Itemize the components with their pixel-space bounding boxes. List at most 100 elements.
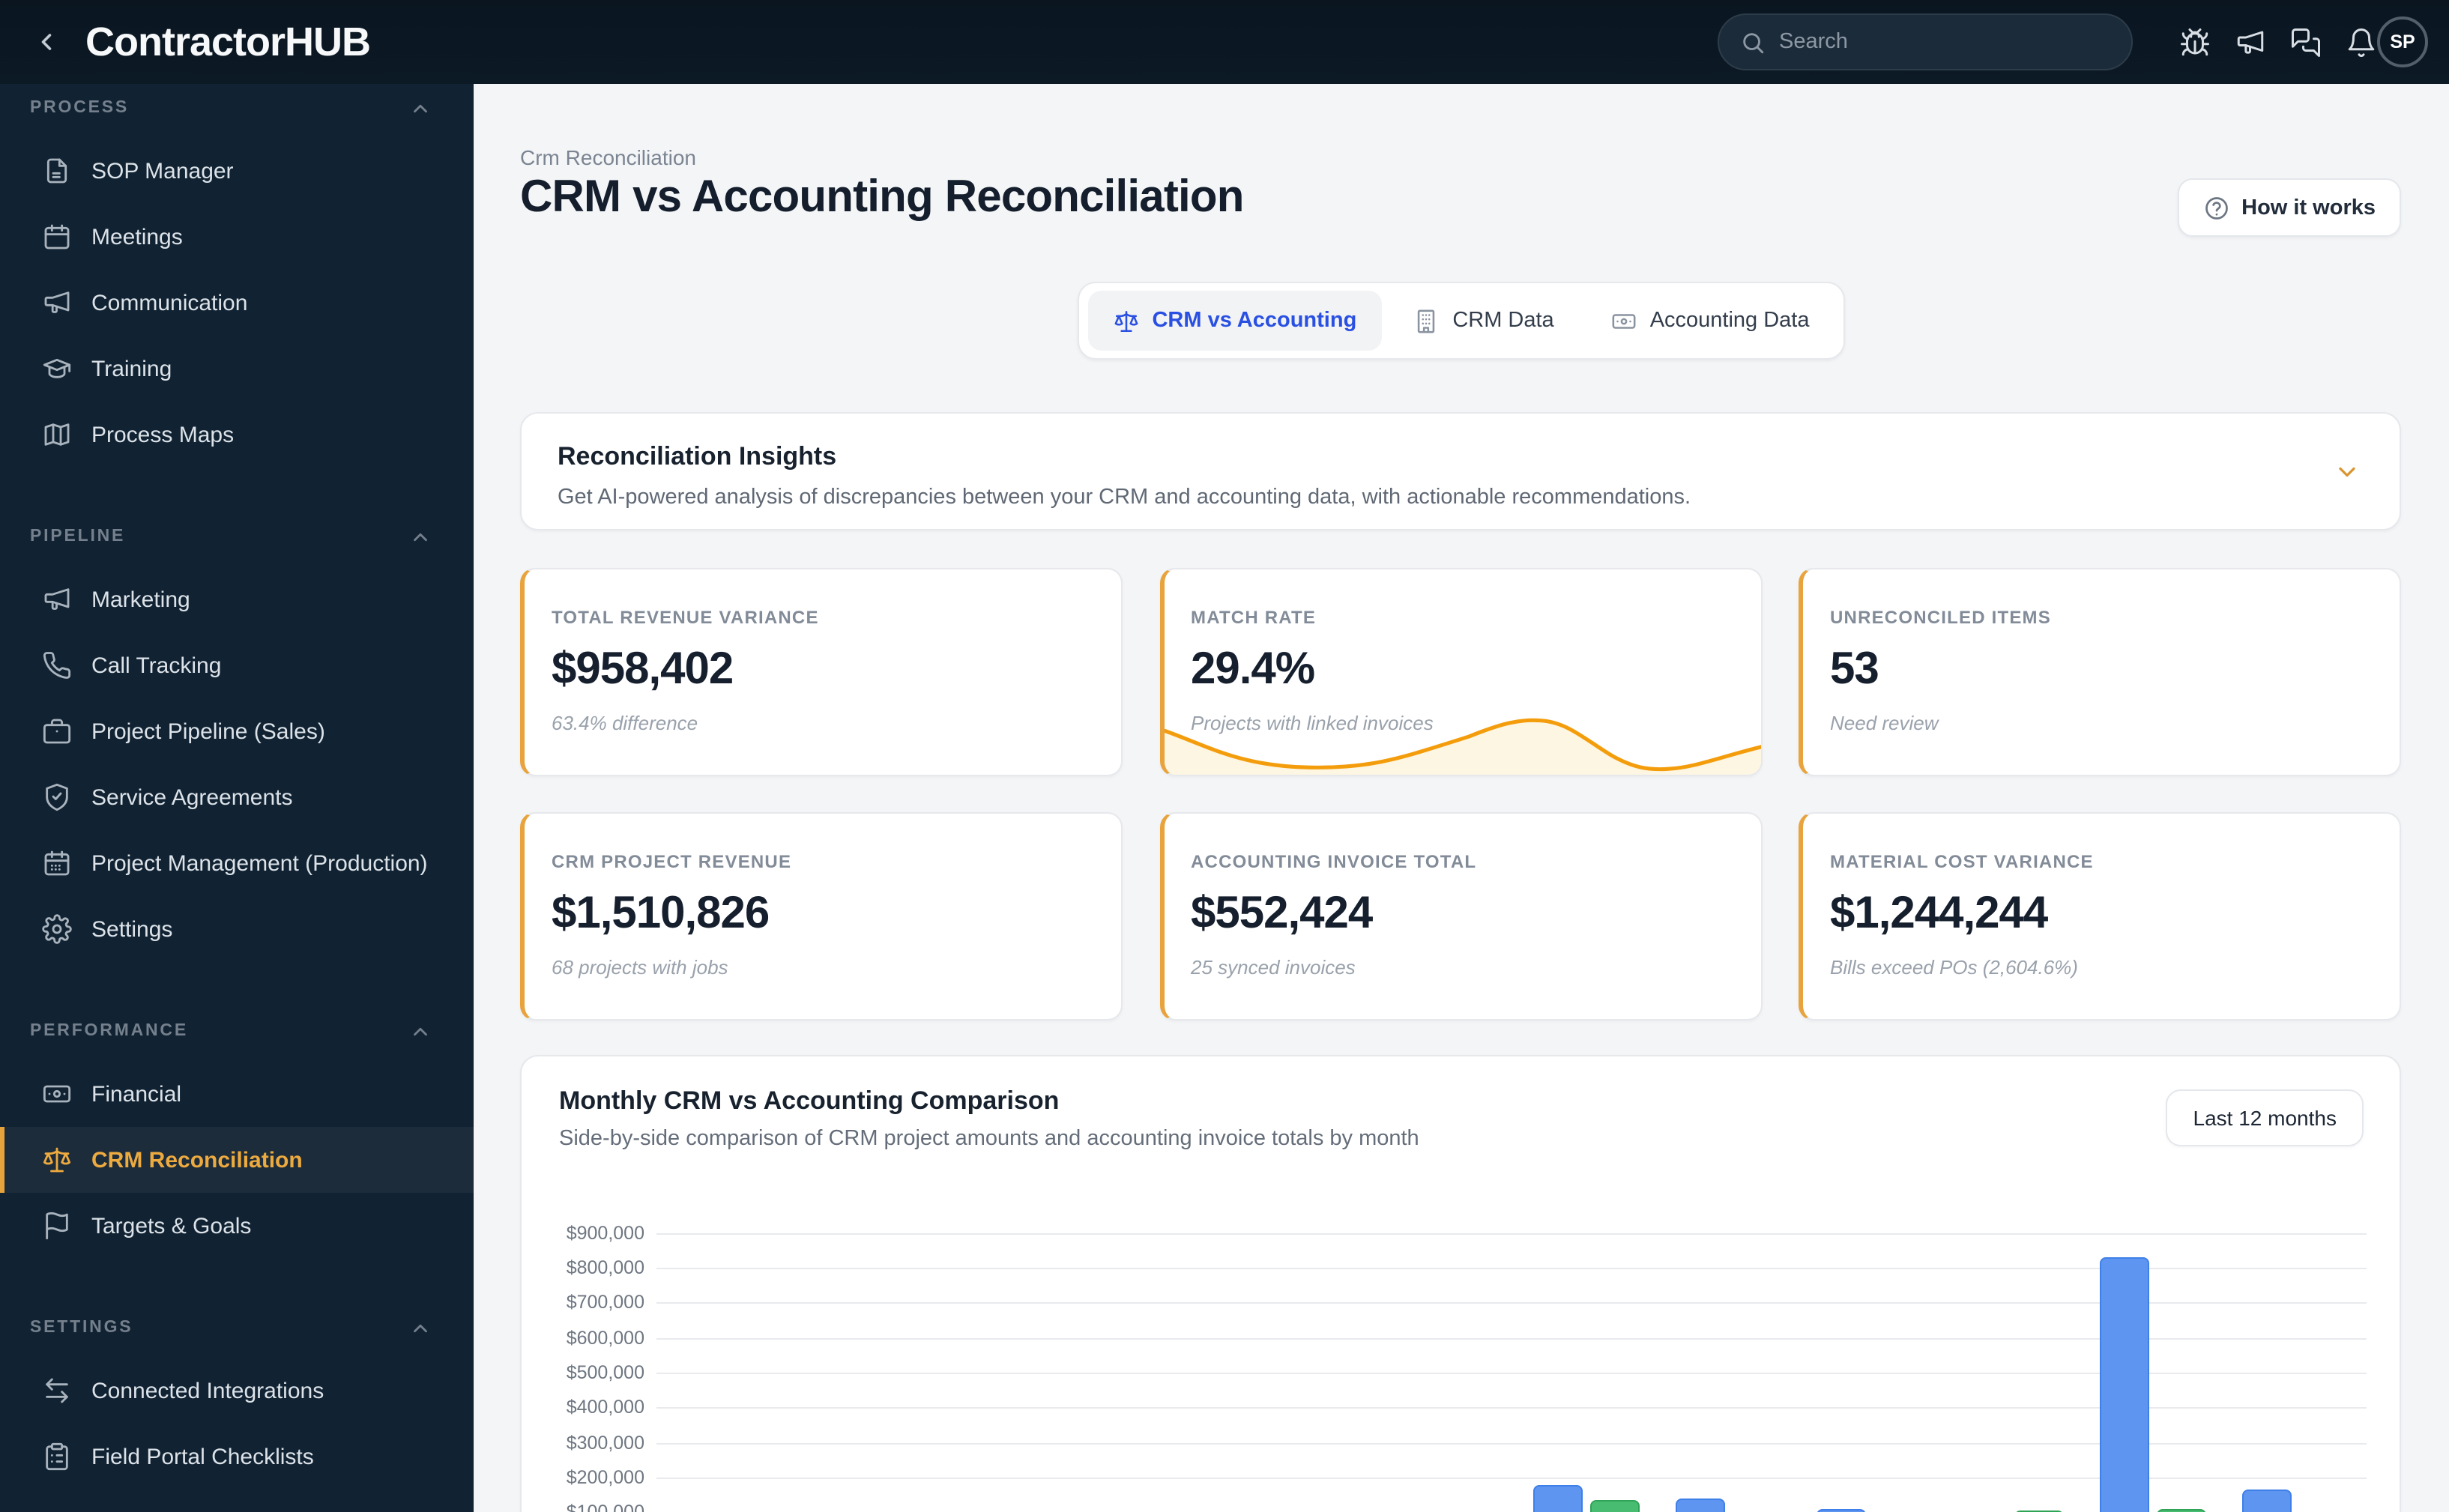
notifications-button[interactable] [2344, 25, 2377, 58]
sparkline-chart [1164, 707, 1760, 775]
date-range-button[interactable]: Last 12 months [2166, 1089, 2364, 1146]
building-icon [1413, 308, 1439, 333]
sidebar-item-project-pipeline-sales[interactable]: Project Pipeline (Sales) [0, 698, 474, 764]
search-icon [1740, 29, 1766, 55]
sidebar-item-process-maps[interactable]: Process Maps [0, 402, 474, 468]
messages-button[interactable] [2289, 25, 2322, 58]
tab-group: CRM vs Accounting CRM Data Accounting Data [1077, 282, 1846, 360]
sidebar-item-marketing[interactable]: Marketing [0, 566, 474, 632]
clipboard-list-icon [42, 1442, 72, 1472]
stat-card-match-rate: MATCH RATE 29.4% Projects with linked invo… [1159, 568, 1762, 776]
sidebar-item-service-agreements[interactable]: Service Agreements [0, 764, 474, 830]
breadcrumb: Crm Reconciliation [520, 145, 696, 169]
sidebar-section-header[interactable]: PROCESS [0, 93, 474, 123]
banknote-icon [1611, 308, 1637, 333]
tab-accounting-data[interactable]: Accounting Data [1586, 291, 1835, 351]
document-icon [42, 156, 72, 186]
insights-title: Reconciliation Insights [558, 442, 837, 471]
tabs-row: CRM vs Accounting CRM Data Accounting Data [474, 282, 2449, 360]
chevron-down-icon[interactable] [2334, 459, 2361, 486]
accounting-bar-month-11[interactable] [2156, 1508, 2206, 1512]
sidebar-section-header[interactable]: PERFORMANCE [0, 1016, 474, 1046]
flag-icon [42, 1211, 72, 1241]
insights-description: Get AI-powered analysis of discrepancies… [558, 486, 1691, 509]
search-bar[interactable] [1718, 13, 2133, 70]
map-icon [42, 420, 72, 450]
sidebar-item-label: Call Tracking [91, 653, 222, 678]
how-it-works-label: How it works [2241, 196, 2376, 220]
sidebar-section-settings: SETTINGS Connected Integrations Field Port… [0, 1313, 474, 1490]
sidebar-section-header[interactable]: SETTINGS [0, 1313, 474, 1343]
stat-label: MATCH RATE [1191, 607, 1317, 628]
sidebar-item-financial[interactable]: Financial [0, 1061, 474, 1127]
chevron-up-icon [409, 97, 432, 119]
tab-label: Accounting Data [1649, 309, 1810, 333]
bell-icon [2345, 26, 2376, 58]
how-it-works-button[interactable]: How it works [2177, 178, 2401, 237]
stat-subtitle: Bills exceed POs (2,604.6%) [1830, 956, 2078, 979]
y-axis-tick-label: $100,000 [525, 1502, 644, 1512]
announcements-button[interactable] [2233, 25, 2266, 58]
chart-gridline [656, 1407, 2367, 1409]
sidebar-item-label: Marketing [91, 587, 190, 612]
stats-grid: TOTAL REVENUE VARIANCE $958,402 63.4% diff… [520, 568, 2401, 1020]
bug-icon [2178, 26, 2210, 58]
reconciliation-insights-card[interactable]: Reconciliation Insights Get AI-powered a… [520, 412, 2401, 530]
crm-bar-month-11[interactable] [2100, 1257, 2150, 1512]
chart-title: Monthly CRM vs Accounting Comparison [559, 1086, 1060, 1115]
avatar[interactable]: SP [2377, 16, 2428, 67]
chart-subtitle: Side-by-side comparison of CRM project a… [559, 1127, 1419, 1151]
sidebar-item-targets-goals[interactable]: Targets & Goals [0, 1193, 474, 1259]
y-axis-tick-label: $700,000 [566, 1292, 644, 1313]
stat-label: MATERIAL COST VARIANCE [1830, 851, 2094, 872]
tab-crm-data[interactable]: CRM Data [1388, 291, 1579, 351]
y-axis-tick-label: $800,000 [566, 1257, 644, 1278]
back-button[interactable] [21, 16, 72, 67]
crm-bar-month-8[interactable] [1675, 1498, 1725, 1512]
sidebar: PROCESS SOP Manager Meetings Communication T… [0, 84, 474, 1512]
scale-icon [1113, 308, 1138, 333]
chart-gridline [656, 1442, 2367, 1445]
y-axis-tick-label: $200,000 [566, 1466, 644, 1488]
chevron-up-icon [409, 1020, 432, 1042]
sidebar-item-project-management-production[interactable]: Project Management (Production) [0, 830, 474, 896]
chevron-left-icon [33, 28, 60, 55]
sidebar-section-performance: PERFORMANCE Financial CRM Reconciliation Ta… [0, 1016, 474, 1259]
sidebar-item-sop-manager[interactable]: SOP Manager [0, 138, 474, 204]
crm-bar-month-12[interactable] [2242, 1490, 2292, 1512]
sidebar-section-label: PROCESS [30, 99, 130, 117]
sidebar-item-meetings[interactable]: Meetings [0, 204, 474, 270]
stat-subtitle: Projects with linked invoices [1191, 712, 1434, 734]
stat-card-total-revenue-variance: TOTAL REVENUE VARIANCE $958,402 63.4% diff… [520, 568, 1123, 776]
chart-gridline [656, 1477, 2367, 1479]
stat-card-accounting-invoice-total: ACCOUNTING INVOICE TOTAL $552,424 25 synce… [1159, 812, 1762, 1020]
page-title: CRM vs Accounting Reconciliation [520, 172, 1244, 222]
sidebar-item-settings[interactable]: Settings [0, 896, 474, 962]
stat-value: $958,402 [552, 644, 734, 694]
sidebar-item-label: CRM Reconciliation [91, 1147, 303, 1173]
question-circle-icon [2202, 194, 2229, 221]
sidebar-item-label: Meetings [91, 224, 183, 250]
search-input[interactable] [1779, 30, 2079, 54]
chevron-up-icon [409, 525, 432, 548]
topbar: ContractorHUB [0, 0, 2449, 84]
sidebar-item-field-portal-checklists[interactable]: Field Portal Checklists [0, 1424, 474, 1490]
stat-label: UNRECONCILED ITEMS [1830, 607, 2051, 628]
main-content: Crm Reconciliation CRM vs Accounting Rec… [474, 84, 2449, 1512]
tab-crm-vs-accounting[interactable]: CRM vs Accounting [1087, 291, 1383, 351]
accounting-bar-month-7[interactable] [1589, 1500, 1639, 1512]
sidebar-item-crm-reconciliation[interactable]: CRM Reconciliation [0, 1127, 474, 1193]
chart-gridline [656, 1267, 2367, 1269]
sidebar-item-training[interactable]: Training [0, 336, 474, 402]
sidebar-section-header[interactable]: PIPELINE [0, 521, 474, 551]
sidebar-item-communication[interactable]: Communication [0, 270, 474, 336]
y-axis-tick-label: $500,000 [566, 1361, 644, 1383]
stat-value: 53 [1830, 644, 1879, 694]
sidebar-item-label: Communication [91, 290, 248, 315]
sidebar-item-call-tracking[interactable]: Call Tracking [0, 632, 474, 698]
megaphone-icon [42, 288, 72, 318]
sidebar-item-connected-integrations[interactable]: Connected Integrations [0, 1358, 474, 1424]
bug-report-button[interactable] [2178, 25, 2211, 58]
crm-bar-month-7[interactable] [1533, 1485, 1583, 1512]
